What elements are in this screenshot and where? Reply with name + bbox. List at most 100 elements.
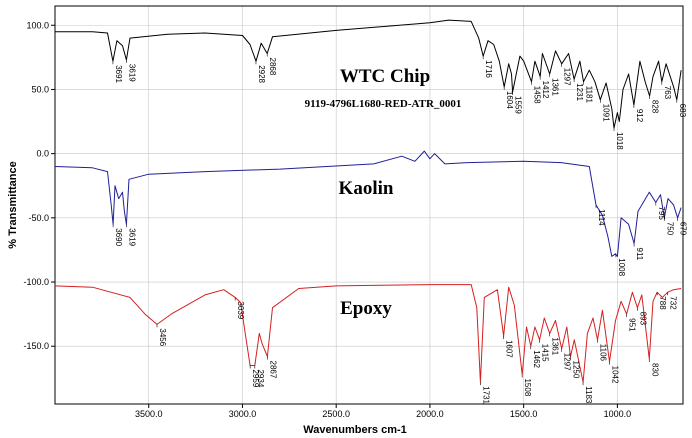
- x-tick-label: 2500.0: [322, 409, 350, 419]
- series-line-wtc-chip: [55, 19, 682, 129]
- y-tick-label: 0.0: [36, 149, 49, 159]
- peak-annotation: 2959: [249, 365, 260, 388]
- peak-annotation: 1508: [521, 374, 532, 397]
- peak-label: 1458: [533, 86, 542, 104]
- peak-label: 912: [635, 109, 644, 123]
- peak-annotation: 1607: [503, 335, 514, 358]
- y-axis-ticks: 100.0 50.0 0.0 -50.0 -100.0 -150.0: [23, 20, 55, 351]
- peak-annotation: 912: [633, 104, 644, 123]
- peak-annotation: 3456: [156, 324, 167, 347]
- peak-label: 3039: [236, 301, 245, 319]
- series-line-epoxy: [54, 284, 682, 383]
- peak-annotation: 830: [648, 359, 659, 377]
- peak-annotation: 1183: [582, 382, 593, 404]
- peak-label: 893: [638, 312, 647, 326]
- peak-label: 3619: [127, 64, 136, 82]
- peak-label: 1415: [541, 344, 550, 362]
- peak-annotation: 3619: [126, 224, 136, 247]
- peak-label: 763: [663, 86, 672, 100]
- peak-annotation: 3619: [126, 59, 136, 82]
- series-line-kaolin: [54, 150, 682, 257]
- peak-annotation: 679: [677, 217, 688, 236]
- peak-label: 911: [635, 248, 644, 261]
- peak-annotation: 951: [626, 314, 637, 332]
- peak-label: 3619: [127, 228, 136, 246]
- peak-annotation: 1008: [615, 254, 626, 277]
- peak-label: 679: [679, 222, 688, 236]
- peak-label: 951: [628, 318, 637, 332]
- x-tick-label: 2000.0: [416, 409, 444, 419]
- peak-annotation: 911: [633, 243, 644, 261]
- peak-label: 750: [665, 222, 674, 236]
- x-tick-label: 3000.0: [229, 409, 257, 419]
- peak-label: 1231: [575, 83, 584, 101]
- peak-label: 1114: [597, 209, 606, 226]
- peak-annotation: 1018: [613, 127, 624, 150]
- peak-annotation: 732: [667, 292, 678, 310]
- peak-label: 1361: [551, 337, 560, 355]
- peak-label: 2928: [257, 65, 266, 83]
- peak-annotation: 1297: [561, 63, 572, 86]
- peak-label: 1042: [611, 366, 620, 384]
- peak-annotation: 1297: [561, 348, 572, 371]
- peak-label: 1008: [617, 258, 626, 276]
- peak-annotation: 2868: [266, 53, 277, 76]
- peak-label: 1361: [551, 78, 560, 96]
- peak-label: 683: [678, 104, 687, 118]
- peak-label: 1181: [584, 86, 593, 104]
- peak-label: 795: [657, 206, 666, 220]
- peak-label: 732: [669, 296, 678, 310]
- x-axis-ticks: 3500.0 3000.0 2500.0 2000.0 1500.0 1000.0: [135, 404, 631, 419]
- peak-annotation: 893: [637, 307, 647, 326]
- series-label-epoxy: Epoxy: [340, 298, 392, 319]
- peak-annotation: 683: [676, 99, 687, 118]
- peak-annotation: 2928: [255, 61, 266, 84]
- peak-label: 1297: [563, 68, 572, 86]
- x-tick-label: 3500.0: [135, 409, 163, 419]
- peak-annotation: 1106: [597, 339, 608, 362]
- y-tick-label: 100.0: [26, 20, 49, 30]
- peak-annotation: 3039: [234, 297, 245, 320]
- peak-label: 2959: [251, 369, 260, 387]
- peak-annotation: 3691: [112, 61, 123, 84]
- peak-label: 2934: [256, 369, 265, 387]
- peak-annotation: 788: [656, 292, 667, 310]
- peak-annotation: 750: [663, 217, 674, 236]
- peak-annotation: 1559: [512, 92, 523, 114]
- x-tick-label: 1500.0: [510, 409, 538, 419]
- peak-label: 3691: [114, 65, 123, 83]
- peak-label: 830: [650, 363, 659, 377]
- y-tick-label: -100.0: [23, 277, 49, 287]
- peak-annotation: 3690: [112, 224, 123, 247]
- series-subtitle-wtc-chip: 9119-4796L1680-RED-ATR_0001: [305, 98, 462, 110]
- y-tick-label: -50.0: [28, 213, 49, 223]
- peak-annotation: 1042: [609, 361, 620, 384]
- series-label-kaolin: Kaolin: [339, 178, 394, 199]
- peak-annotation: 1361: [549, 74, 560, 96]
- peak-label: 1716: [484, 60, 493, 78]
- peak-label: 1559: [514, 96, 523, 114]
- peak-annotation: 1181: [583, 81, 593, 104]
- peak-label: 828: [651, 100, 660, 114]
- peak-label: 1604: [505, 91, 514, 109]
- peak-annotation: 2934: [254, 365, 265, 388]
- peak-label: 1250: [572, 360, 581, 378]
- peak-label: 2868: [268, 58, 277, 76]
- peak-label: 1731: [481, 386, 490, 404]
- peak-label: 788: [658, 296, 667, 310]
- peak-label: 1462: [532, 350, 541, 368]
- peak-annotation: 795: [655, 202, 666, 220]
- series-label-wtc-chip: WTC Chip: [340, 66, 430, 87]
- peak-label: 1018: [615, 132, 624, 150]
- peak-annotation: 1091: [600, 99, 610, 122]
- y-tick-label: 50.0: [31, 84, 49, 94]
- peak-annotation: 763: [661, 81, 672, 100]
- peak-label: 1183: [584, 386, 593, 404]
- peak-annotation: 1412: [539, 76, 550, 99]
- peak-annotation: 1604: [503, 86, 514, 109]
- spectra-series: [54, 19, 682, 383]
- peak-label: 3456: [158, 328, 167, 346]
- peak-annotation: 1731: [480, 382, 490, 405]
